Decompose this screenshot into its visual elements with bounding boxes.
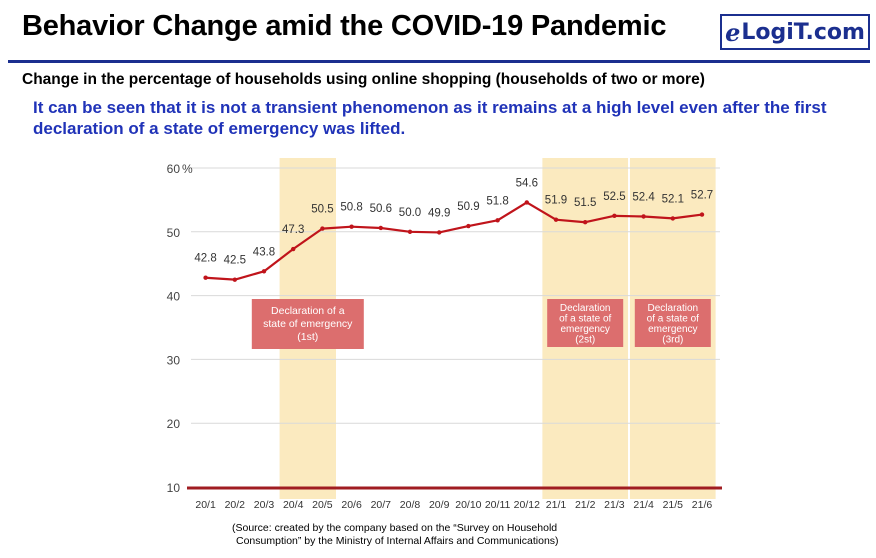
band-label-text: (2st) <box>575 335 595 346</box>
chart-note: It can be seen that it is not a transien… <box>33 98 827 138</box>
logo-mark: e <box>725 17 741 47</box>
band-label-text: state of emergency <box>263 318 353 330</box>
page-title: Behavior Change amid the COVID-19 Pandem… <box>22 10 667 42</box>
band-label-text: (3rd) <box>662 335 683 346</box>
data-point <box>320 226 325 231</box>
x-tick-label: 21/4 <box>633 499 654 511</box>
data-label: 51.5 <box>574 197 596 209</box>
data-point <box>349 224 354 229</box>
x-tick-label: 20/10 <box>455 499 481 511</box>
data-label: 52.7 <box>691 190 713 202</box>
band-label-text: (1st) <box>297 331 318 343</box>
data-label: 50.5 <box>311 204 333 216</box>
data-label: 51.8 <box>486 195 508 207</box>
logo[interactable]: e LogiT.com <box>720 14 870 50</box>
chart-subtitle: Change in the percentage of households u… <box>22 71 705 88</box>
data-point <box>232 277 237 282</box>
data-point <box>378 225 383 231</box>
data-point <box>407 229 413 234</box>
data-label: 50.8 <box>340 202 362 214</box>
x-tick-label: 20/1 <box>195 499 216 511</box>
data-label: 42.5 <box>224 255 246 267</box>
x-tick-label: 20/5 <box>312 499 333 511</box>
band-label-text: emergency <box>648 324 697 335</box>
y-tick-label: 40 <box>167 290 181 304</box>
data-label: 47.3 <box>282 224 304 236</box>
data-point <box>670 216 675 221</box>
band-label-box-2 <box>547 299 624 347</box>
x-tick-label: 21/3 <box>604 499 625 511</box>
x-tick-label: 21/1 <box>546 499 567 511</box>
data-point <box>641 214 646 219</box>
logo-text: LogiT.com <box>741 19 865 45</box>
y-unit-label: % <box>182 162 193 176</box>
data-label: 50.9 <box>457 201 479 213</box>
data-label: 42.8 <box>194 253 216 265</box>
x-tick-label: 20/2 <box>225 499 246 511</box>
data-label: 50.0 <box>399 207 421 219</box>
data-label: 50.6 <box>370 203 392 215</box>
data-point <box>583 220 588 225</box>
data-point <box>524 200 529 205</box>
data-point <box>291 246 296 252</box>
band-label-box-3 <box>634 299 711 347</box>
band-label-text: Declaration <box>560 303 611 314</box>
data-point <box>203 275 208 280</box>
band-label-box-1 <box>251 299 364 349</box>
band-label-text: of a state of <box>559 314 611 325</box>
source-line-2: Consumption” by the Ministry of Internal… <box>236 535 559 547</box>
x-tick-label: 20/6 <box>341 499 362 511</box>
y-tick-label: 20 <box>167 417 181 431</box>
data-label: 43.8 <box>253 246 275 258</box>
x-tick-label: 20/11 <box>485 499 511 511</box>
data-label: 52.4 <box>632 191 655 203</box>
x-tick-label: 21/2 <box>575 499 596 511</box>
x-tick-label: 20/7 <box>371 499 392 511</box>
x-tick-label: 20/9 <box>429 499 450 511</box>
x-tick-label: 21/5 <box>663 499 684 511</box>
data-label: 52.5 <box>603 191 625 203</box>
series-line <box>205 201 703 281</box>
x-tick-label: 20/8 <box>400 499 421 511</box>
x-tick-label: 20/12 <box>514 499 540 511</box>
data-point <box>553 217 559 222</box>
band-label-text: Declaration of a <box>271 305 345 317</box>
band-label-text: of a state of <box>647 314 699 325</box>
data-point <box>612 213 617 219</box>
x-tick-label: 20/4 <box>283 499 304 511</box>
data-label: 49.9 <box>428 207 450 219</box>
y-tick-label: 50 <box>167 226 181 240</box>
data-point <box>699 212 705 217</box>
x-tick-label: 20/3 <box>254 499 275 511</box>
y-tick-label: 30 <box>167 353 181 367</box>
x-tick-label: 21/6 <box>692 499 713 511</box>
data-point <box>437 230 442 235</box>
source-line-1: (Source: created by the company based on… <box>232 522 558 534</box>
band-label-text: emergency <box>560 324 609 335</box>
data-label: 52.1 <box>662 193 684 205</box>
y-tick-label: 60 <box>167 162 181 176</box>
data-point <box>261 269 267 274</box>
data-point <box>466 223 471 229</box>
y-tick-label: 10 <box>167 481 181 495</box>
band-label-text: Declaration <box>648 303 699 314</box>
data-label: 54.6 <box>516 177 538 189</box>
data-label: 51.9 <box>545 195 567 207</box>
data-point <box>495 218 500 223</box>
source-note: (Source: created by the company based on… <box>232 522 559 548</box>
header-divider <box>8 60 870 63</box>
